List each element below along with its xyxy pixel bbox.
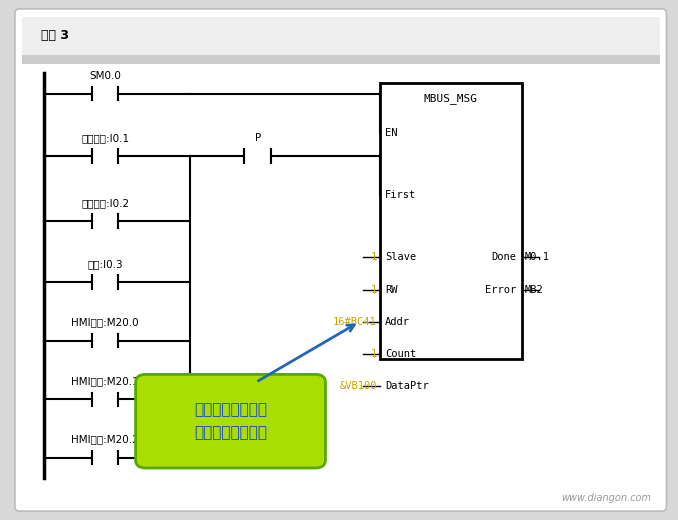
Text: EN: EN [385, 127, 397, 138]
Text: Count: Count [385, 349, 416, 359]
Text: Slave: Slave [385, 252, 416, 263]
Text: 其他不解释，重点
解释这个，看下面: 其他不解释，重点 解释这个，看下面 [194, 402, 267, 440]
Text: HMI停止:M20.1: HMI停止:M20.1 [71, 376, 139, 386]
Bar [22, 55, 660, 64]
Text: SM0.0: SM0.0 [89, 71, 121, 81]
Text: Error: Error [485, 284, 517, 295]
Text: 正转启动:I0.1: 正转启动:I0.1 [81, 133, 129, 143]
Text: P: P [254, 133, 261, 143]
Bar [22, 17, 660, 55]
Text: RW: RW [385, 284, 397, 295]
Text: Addr: Addr [385, 317, 410, 327]
Text: Done: Done [492, 252, 517, 263]
Text: 反转启动:I0.2: 反转启动:I0.2 [81, 198, 129, 208]
Text: 停止:I0.3: 停止:I0.3 [87, 259, 123, 269]
Text: HMI反转:M20.2: HMI反转:M20.2 [71, 435, 139, 445]
FancyBboxPatch shape [15, 9, 666, 511]
Text: First: First [385, 190, 416, 200]
FancyBboxPatch shape [136, 374, 325, 468]
Text: 1: 1 [371, 349, 377, 359]
Text: MB2: MB2 [525, 284, 544, 295]
Text: 1: 1 [371, 284, 377, 295]
Text: 16#BC41: 16#BC41 [333, 317, 377, 327]
Text: DataPtr: DataPtr [385, 381, 429, 392]
Text: &VB100: &VB100 [340, 381, 377, 392]
Text: HMI启动:M20.0: HMI启动:M20.0 [71, 318, 139, 328]
Text: 网络 3: 网络 3 [41, 29, 68, 42]
Bar [380, 83, 522, 359]
Text: M0.1: M0.1 [525, 252, 550, 263]
Text: 1: 1 [371, 252, 377, 263]
Text: www.diangon.com: www.diangon.com [561, 493, 651, 503]
Text: MBUS_MSG: MBUS_MSG [424, 94, 478, 104]
